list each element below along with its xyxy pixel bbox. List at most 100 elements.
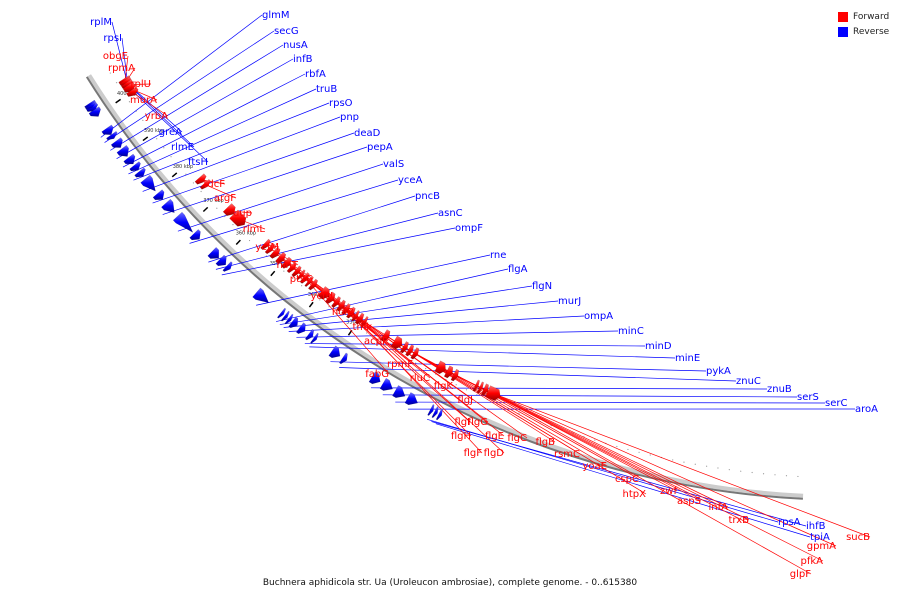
gene-label-flgA[interactable]: flgA xyxy=(508,264,528,275)
gene-label-uup[interactable]: uup xyxy=(233,208,252,219)
gene-label-pykA[interactable]: pykA xyxy=(706,366,731,377)
gene-sucB[interactable] xyxy=(485,385,501,401)
gene-rpmF[interactable] xyxy=(296,269,306,281)
gene-label-cspC[interactable]: cspC xyxy=(615,474,639,485)
gene-label-nusA[interactable]: nusA xyxy=(283,40,308,51)
gene-truB[interactable] xyxy=(129,161,141,172)
gene-minD[interactable] xyxy=(304,328,315,341)
gene-label-tmk[interactable]: tmk xyxy=(353,322,373,333)
gene-cspC[interactable] xyxy=(399,341,409,354)
gene-pnp[interactable] xyxy=(140,174,156,192)
gene-label-pepA[interactable]: pepA xyxy=(367,142,393,153)
gene-flgE[interactable] xyxy=(341,303,351,316)
gene-label-flgE[interactable]: flgE xyxy=(485,431,504,442)
gene-label-flgC[interactable]: flgC xyxy=(507,433,527,444)
gene-minE[interactable] xyxy=(310,332,319,344)
gene-label-rlmL[interactable]: rlmL xyxy=(243,224,266,235)
gene-fabG[interactable] xyxy=(299,272,310,284)
gene-aspS[interactable] xyxy=(434,360,446,375)
gene-infA[interactable] xyxy=(443,365,454,379)
gene-argF[interactable] xyxy=(199,178,212,190)
gene-yrbA[interactable] xyxy=(126,86,139,97)
gene-rsmC[interactable] xyxy=(380,329,391,342)
gene-label-rpsO[interactable]: rpsO xyxy=(329,98,353,109)
gene-label-serC[interactable]: serC xyxy=(825,398,847,409)
gene-label-flgI[interactable]: flgI xyxy=(454,417,470,428)
gene-ycfH[interactable] xyxy=(275,251,287,264)
gene-ftsH[interactable] xyxy=(88,106,101,117)
gene-asnC[interactable] xyxy=(215,254,227,267)
gene-tpiA[interactable] xyxy=(435,408,443,421)
gene-yceA[interactable] xyxy=(189,229,201,241)
gene-htpX[interactable] xyxy=(405,344,415,357)
gene-label-aspS[interactable]: aspS xyxy=(677,496,701,507)
gene-label-rpmA[interactable]: rpmA xyxy=(108,63,135,74)
gene-label-yceA[interactable]: yceA xyxy=(398,175,423,186)
gene-minC[interactable] xyxy=(295,322,306,334)
gene-flgD[interactable] xyxy=(351,310,360,322)
gene-label-asnC[interactable]: asnC xyxy=(438,208,463,219)
gene-flgA[interactable] xyxy=(276,307,286,319)
gene-yoaE[interactable] xyxy=(390,335,403,350)
gene-znuB[interactable] xyxy=(368,371,381,385)
gene-label-secG[interactable]: secG xyxy=(274,26,299,37)
gene-rpsA[interactable] xyxy=(427,404,435,416)
gene-murJ[interactable] xyxy=(284,313,294,325)
gene-label-rpmF[interactable]: rpmF xyxy=(387,359,413,370)
gene-label-greA[interactable]: greA xyxy=(159,127,182,138)
gene-rluC[interactable] xyxy=(304,275,314,287)
gene-label-fabG[interactable]: fabG xyxy=(365,369,389,380)
gene-serC[interactable] xyxy=(392,385,406,399)
gene-label-rplM[interactable]: rplM xyxy=(90,17,112,28)
gene-label-pnp[interactable]: pnp xyxy=(340,112,359,123)
gene-flgF[interactable] xyxy=(346,306,356,319)
gene-gpmA[interactable] xyxy=(480,383,489,396)
gene-label-flgH[interactable]: flgH xyxy=(451,431,471,442)
gene-ompA[interactable] xyxy=(288,316,299,329)
gene-label-rluC[interactable]: rluC xyxy=(410,373,430,384)
gene-glpF[interactable] xyxy=(472,379,480,392)
gene-label-glmM[interactable]: glmM xyxy=(262,10,290,21)
gene-label-deaD[interactable]: deaD xyxy=(354,128,381,139)
gene-flgN[interactable] xyxy=(280,310,290,322)
gene-label-pncB[interactable]: pncB xyxy=(415,191,440,202)
gene-secG[interactable] xyxy=(106,130,118,141)
gene-infB[interactable] xyxy=(116,144,129,157)
gene-tmk[interactable] xyxy=(286,261,297,274)
gene-label-minD[interactable]: minD xyxy=(645,341,672,352)
gene-label-gpmA[interactable]: gpmA xyxy=(807,541,836,552)
gene-label-murJ[interactable]: murJ xyxy=(558,296,581,307)
gene-label-minC[interactable]: minC xyxy=(618,326,644,337)
gene-rpsO[interactable] xyxy=(134,167,146,178)
gene-label-acpP[interactable]: acpP xyxy=(364,336,388,347)
gene-label-ycfM[interactable]: ycfM xyxy=(255,242,279,253)
gene-label-argF[interactable]: argF xyxy=(214,193,236,204)
gene-label-ptsG[interactable]: ptsG xyxy=(290,274,313,285)
gene-label-flgF[interactable]: flgF xyxy=(464,448,483,459)
gene-ptsG[interactable] xyxy=(269,246,281,259)
gene-glmM[interactable] xyxy=(101,124,114,135)
gene-label-flgD[interactable]: flgD xyxy=(484,448,505,459)
gene-label-trxB[interactable]: trxB xyxy=(728,515,749,526)
gene-acpP[interactable] xyxy=(291,265,302,277)
gene-label-tpiA[interactable]: tpiA xyxy=(810,532,830,543)
gene-label-ycfH[interactable]: ycfH xyxy=(311,291,333,302)
gene-label-sucB[interactable]: sucB xyxy=(846,532,870,543)
gene-label-htpX[interactable]: htpX xyxy=(623,489,647,500)
gene-ompF[interactable] xyxy=(222,261,233,272)
gene-flgC[interactable] xyxy=(354,312,365,325)
gene-flgK[interactable] xyxy=(307,278,319,291)
gene-label-tdcF[interactable]: tdcF xyxy=(203,179,225,190)
gene-label-rplU[interactable]: rplU xyxy=(130,79,151,90)
gene-label-holB[interactable]: holB xyxy=(332,307,354,318)
gene-pncB[interactable] xyxy=(207,247,220,259)
gene-label-yrbA[interactable]: yrbA xyxy=(145,111,168,122)
gene-label-pfkA[interactable]: pfkA xyxy=(801,556,824,567)
gene-ycfM[interactable] xyxy=(260,238,271,251)
gene-rlmL[interactable] xyxy=(229,209,247,227)
gene-aroA[interactable] xyxy=(404,392,418,406)
gene-label-znuC[interactable]: znuC xyxy=(736,376,761,387)
gene-label-rlmE[interactable]: rlmE xyxy=(171,142,194,153)
gene-flgB[interactable] xyxy=(359,316,369,328)
gene-label-flgG[interactable]: flgG xyxy=(468,417,488,428)
